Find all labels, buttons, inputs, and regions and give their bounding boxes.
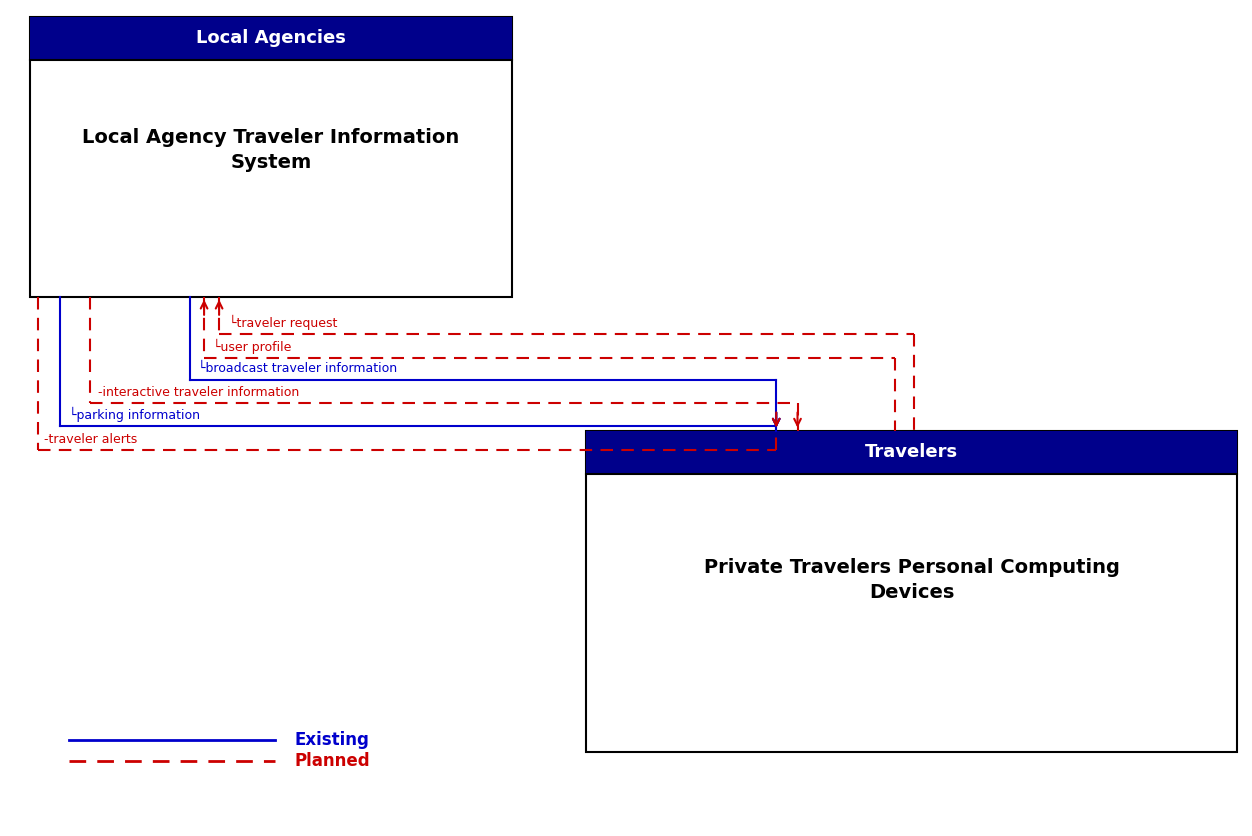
Text: Local Agency Traveler Information
System: Local Agency Traveler Information System [83,128,459,172]
Text: Private Travelers Personal Computing
Devices: Private Travelers Personal Computing Dev… [704,558,1119,602]
Text: -interactive traveler information: -interactive traveler information [98,385,299,399]
Text: └parking information: └parking information [69,407,200,422]
Text: Local Agencies: Local Agencies [197,29,346,48]
Text: Travelers: Travelers [865,443,958,461]
Text: -traveler alerts: -traveler alerts [44,432,136,446]
Bar [586,431,1237,474]
Text: Existing: Existing [294,731,369,749]
Bar [586,431,1237,752]
Text: Planned: Planned [294,752,369,770]
Text: └broadcast traveler information: └broadcast traveler information [198,362,397,375]
Text: └user profile: └user profile [213,339,292,354]
Bar [30,17,512,60]
Bar [30,17,512,297]
Text: └traveler request: └traveler request [229,315,338,330]
